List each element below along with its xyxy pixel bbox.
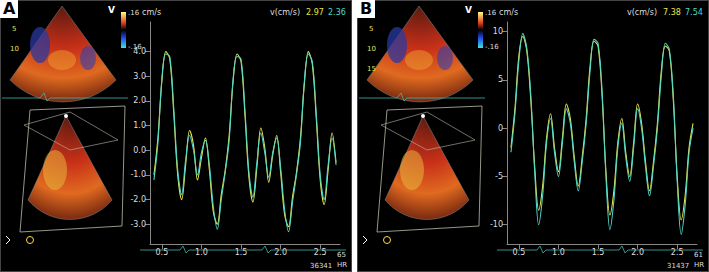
svg-text:0.5: 0.5	[513, 248, 526, 257]
svg-text:1.0: 1.0	[133, 121, 146, 130]
svg-text:2.0: 2.0	[133, 96, 146, 105]
svg-text:5: 5	[498, 75, 503, 84]
svg-text:1.0: 1.0	[195, 248, 208, 257]
svg-text:cm/s: cm/s	[142, 8, 161, 17]
svg-text:-5: -5	[495, 172, 503, 181]
svg-text:0.0: 0.0	[133, 146, 146, 155]
svg-text:3.0: 3.0	[133, 72, 146, 81]
svg-text:-2.0: -2.0	[130, 195, 146, 204]
svg-text:cm/s: cm/s	[499, 8, 518, 17]
svg-text:2.5: 2.5	[671, 248, 684, 257]
svg-text:0.5: 0.5	[156, 248, 169, 257]
svg-text:4.0: 4.0	[133, 47, 146, 56]
svg-text:2.0: 2.0	[274, 248, 287, 257]
svg-text:1.5: 1.5	[592, 248, 605, 257]
svg-text:2.5: 2.5	[314, 248, 327, 257]
svg-text:0: 0	[498, 124, 503, 133]
svg-text:-10: -10	[490, 220, 503, 229]
svg-text:1.5: 1.5	[235, 248, 248, 257]
svg-text:2.0: 2.0	[631, 248, 644, 257]
svg-text:10: 10	[493, 27, 503, 36]
svg-text:1.0: 1.0	[552, 248, 565, 257]
svg-text:-1.0: -1.0	[130, 170, 146, 179]
svg-text:-3.0: -3.0	[130, 220, 146, 229]
